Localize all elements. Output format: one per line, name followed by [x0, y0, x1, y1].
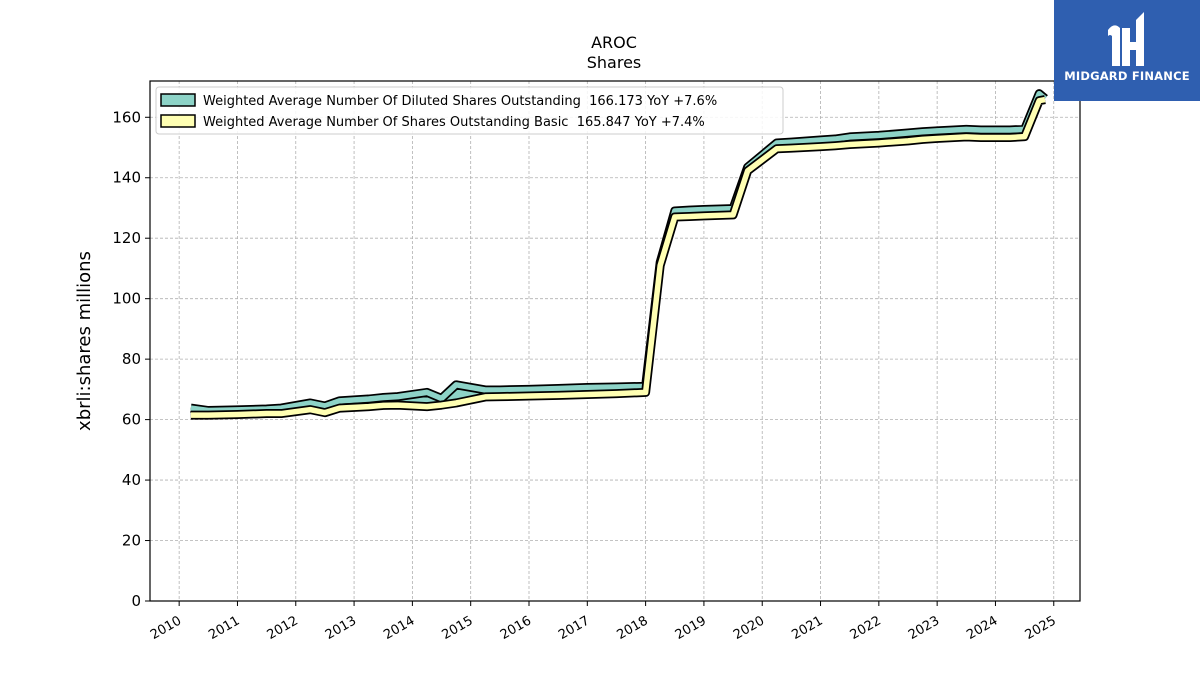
x-tick-label: 2020: [731, 613, 767, 643]
x-tick-label: 2019: [673, 613, 709, 643]
chart-title: AROC: [591, 33, 637, 52]
y-tick-label: 160: [112, 108, 141, 126]
legend-box: [155, 86, 784, 135]
x-tick-label: 2024: [964, 613, 1000, 643]
y-tick-label: 120: [112, 229, 141, 247]
legend-label-basic: Weighted Average Number Of Shares Outsta…: [203, 115, 705, 130]
y-tick-label: 0: [131, 592, 141, 610]
y-axis-ticks: 0 20 40 60 80 100 120 140 160: [112, 108, 150, 610]
x-tick-label: 2011: [206, 613, 242, 643]
x-tick-label: 2016: [498, 613, 534, 643]
series-line-basic-outline: [190, 95, 1046, 420]
y-tick-label: 40: [122, 471, 141, 489]
x-tick-label: 2013: [323, 613, 359, 643]
y-axis-label: xbrli:shares millions: [74, 251, 95, 431]
y-tick-label: 140: [112, 169, 141, 187]
y-tick-label: 80: [122, 350, 141, 368]
x-tick-label: 2012: [265, 613, 301, 643]
series-lines: [190, 89, 1048, 420]
x-tick-label: 2018: [614, 613, 650, 643]
x-tick-label: 2025: [1023, 613, 1059, 643]
x-tick-label: 2010: [148, 613, 184, 643]
legend-swatch-diluted: [160, 93, 196, 107]
chart-subtitle: Shares: [587, 53, 642, 72]
x-tick-label: 2023: [906, 613, 942, 643]
legend: Weighted Average Number Of Diluted Share…: [155, 86, 784, 135]
y-tick-label: 20: [122, 532, 141, 550]
x-tick-label: 2021: [789, 613, 825, 643]
legend-label-diluted: Weighted Average Number Of Diluted Share…: [203, 94, 717, 109]
series-line-basic: [190, 96, 1046, 418]
x-tick-label: 2014: [381, 613, 417, 643]
logo-text: MIDGARD FINANCE: [1064, 69, 1190, 83]
x-tick-label: 2015: [440, 613, 476, 643]
x-tick-label: 2022: [848, 613, 884, 643]
x-tick-label: 2017: [556, 613, 592, 643]
midgard-logo-icon: [1108, 12, 1144, 66]
plot-frame: [149, 80, 1081, 602]
x-axis-ticks: 2010 2011 2012 2013 2014 2015 2016 2017 2018 2019…: [148, 601, 1059, 643]
grid-lines: [150, 81, 1080, 602]
midgard-finance-logo: MIDGARD FINANCE: [1054, 0, 1200, 101]
y-tick-label: 60: [122, 411, 141, 429]
y-tick-label: 100: [112, 290, 141, 308]
legend-swatch-basic: [160, 114, 196, 128]
